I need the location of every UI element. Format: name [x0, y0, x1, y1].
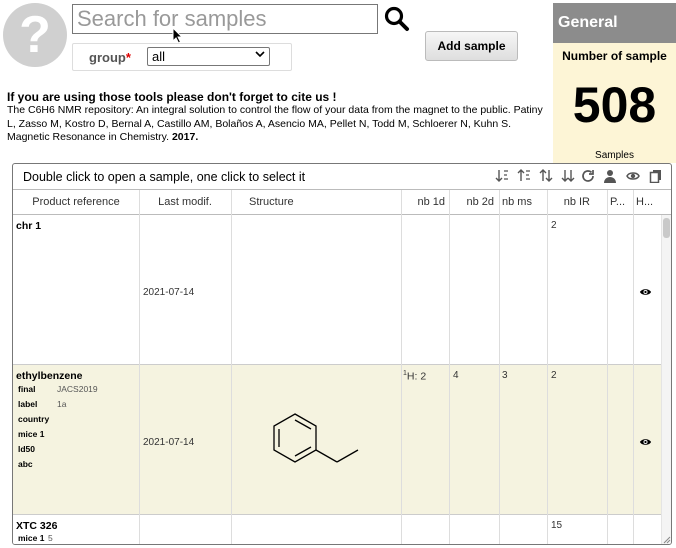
sample-count-unit: Samples — [595, 150, 634, 161]
resize-handle-icon[interactable] — [663, 536, 671, 544]
nb-2d: 4 — [453, 370, 459, 381]
sort-up-icon[interactable] — [539, 169, 553, 183]
product-name: chr 1 — [16, 220, 42, 232]
column-p[interactable]: P... — [610, 196, 626, 208]
eye-icon[interactable] — [639, 287, 652, 297]
column-divider — [547, 190, 548, 544]
column-divider — [139, 190, 140, 544]
group-label: group* — [89, 50, 131, 65]
nb-ir: 15 — [551, 520, 563, 531]
column-divider — [401, 190, 402, 544]
group-filter-box — [72, 43, 292, 71]
sample-count-label: Number of sample — [562, 49, 667, 63]
search-icon[interactable] — [384, 6, 410, 32]
column-divider — [449, 190, 450, 544]
sort-down-icon[interactable] — [561, 169, 575, 183]
field-mice-1: mice 1 — [18, 429, 45, 439]
citation-heading: If you are using those tools please don'… — [7, 90, 337, 104]
general-panel-title: General — [553, 3, 676, 43]
mouse-cursor-icon — [172, 27, 184, 44]
table-toolbar: Double click to open a sample, one click… — [13, 164, 671, 190]
table-row[interactable]: chr 1 2021-07-14 2 — [13, 215, 661, 365]
user-icon[interactable] — [603, 169, 617, 183]
column-nb-ms[interactable]: nb ms — [502, 196, 532, 208]
sample-fields: final JACS2019 label 1a country mice 1 ld5… — [18, 382, 98, 472]
column-divider — [499, 190, 500, 544]
chevron-down-icon[interactable] — [255, 49, 265, 59]
copy-icon[interactable] — [649, 169, 663, 183]
sample-table-panel: Double click to open a sample, one click… — [12, 163, 672, 545]
field-country: country — [18, 414, 50, 424]
field-ld50: ld50 — [18, 444, 36, 454]
nb-1d: 1H: 2 — [403, 370, 427, 383]
sample-count-value: 508 — [572, 77, 657, 133]
column-nb-2d[interactable]: nb 2d — [466, 196, 494, 208]
column-last-modified[interactable]: Last modif. — [158, 196, 212, 208]
column-divider — [231, 190, 232, 544]
field-abc: abc — [18, 459, 33, 469]
table-hint: Double click to open a sample, one click… — [23, 170, 306, 184]
general-panel-body — [553, 43, 676, 163]
column-divider — [633, 190, 634, 544]
ethylbenzene-structure — [273, 413, 359, 463]
group-select[interactable]: all — [147, 47, 270, 66]
column-nb-1d[interactable]: nb 1d — [417, 196, 445, 208]
eye-icon[interactable] — [626, 169, 640, 183]
refresh-icon[interactable] — [581, 169, 595, 183]
product-name: ethylbenzene — [16, 370, 83, 382]
sort-descending-icon[interactable] — [517, 169, 531, 183]
avatar-placeholder[interactable]: ? — [3, 3, 67, 67]
table-row-selected[interactable]: ethylbenzene final JACS2019 label 1a count… — [13, 365, 661, 515]
sort-ascending-icon[interactable] — [495, 169, 509, 183]
column-h[interactable]: H... — [636, 196, 654, 208]
table-scrollbar[interactable] — [661, 215, 671, 544]
nb-ms: 3 — [502, 370, 508, 381]
last-modified: 2021-07-14 — [143, 287, 195, 298]
field-label: label 1a — [18, 399, 67, 409]
nb-ir: 2 — [551, 370, 557, 381]
last-modified: 2021-07-14 — [143, 437, 195, 448]
nb-ir: 2 — [551, 220, 557, 231]
field-final: final JACS2019 — [18, 384, 98, 394]
add-sample-button[interactable]: Add sample — [425, 31, 518, 61]
column-structure[interactable]: Structure — [249, 196, 294, 208]
eye-icon[interactable] — [639, 437, 652, 447]
column-divider — [607, 190, 608, 544]
search-input[interactable] — [72, 4, 378, 34]
citation-text: The C6H6 NMR repository: An integral sol… — [7, 104, 543, 143]
table-header: Product reference Last modif. Structure … — [13, 190, 671, 215]
scrollbar-thumb[interactable] — [663, 218, 670, 238]
column-nb-ir[interactable]: nb IR — [563, 196, 590, 208]
column-product-reference[interactable]: Product reference — [32, 196, 120, 208]
product-name: XTC 326 — [16, 520, 58, 532]
